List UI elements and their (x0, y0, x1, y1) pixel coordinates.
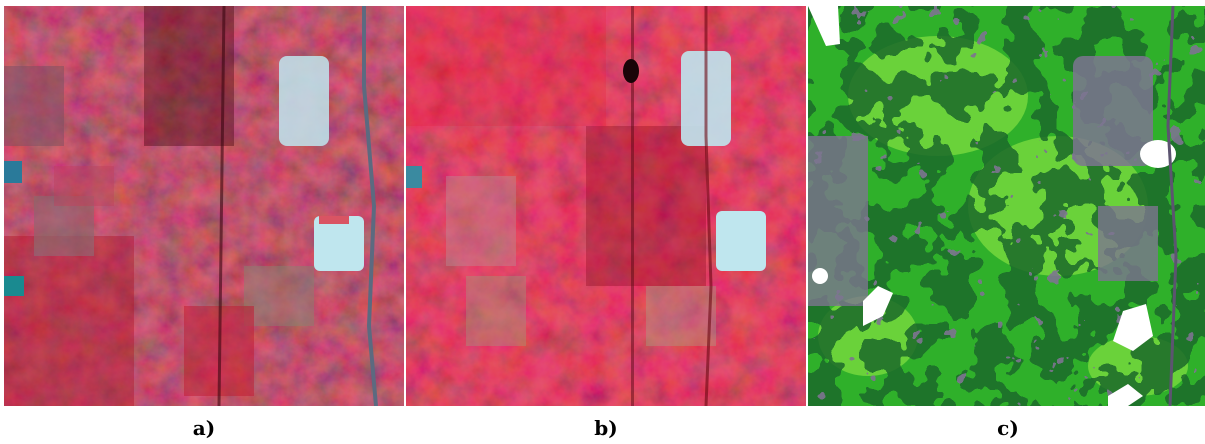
panel-label-a: a) (192, 416, 216, 440)
image-panel-a (4, 6, 404, 406)
false-color-image-b (406, 6, 806, 406)
panel-label-b: b) (594, 416, 618, 440)
panel-label-c: c) (997, 416, 1019, 440)
image-panel-b (406, 6, 806, 406)
image-panel-c (808, 6, 1205, 406)
false-color-image-a (4, 6, 404, 406)
classification-map-c (808, 6, 1205, 406)
